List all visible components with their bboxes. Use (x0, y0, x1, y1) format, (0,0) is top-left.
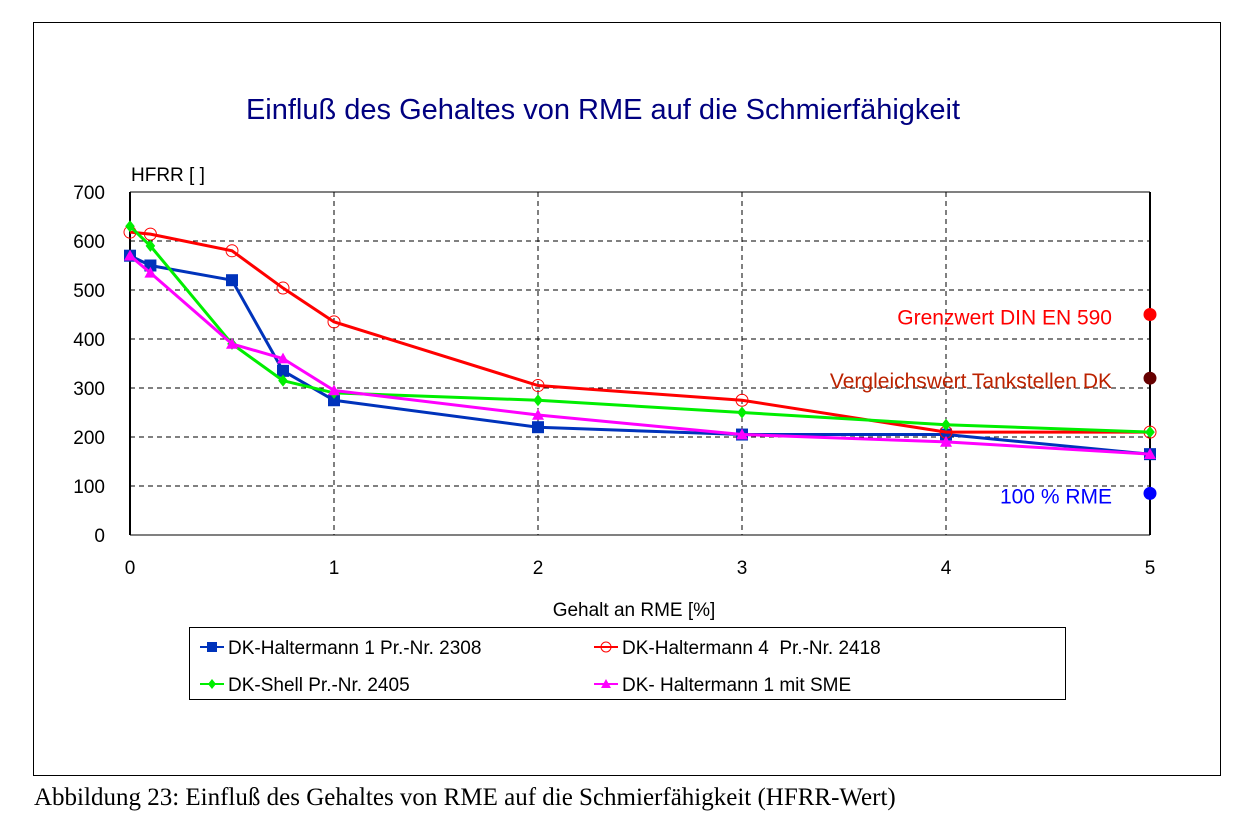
annotation-label: 100 % RME (1000, 485, 1112, 508)
x-tick-label: 1 (329, 558, 340, 579)
marker-triangle (144, 266, 157, 278)
legend-label: DK- Haltermann 1 mit SME (622, 675, 851, 696)
marker-triangle (226, 337, 238, 349)
series-group (123, 220, 1157, 461)
marker-circle (735, 393, 749, 407)
marker-circle (531, 379, 545, 393)
tick-labels: 0 100 200 300 400 500 600 700 0 1 2 3 4 5 (73, 183, 1155, 579)
x-tick-label: 3 (737, 558, 748, 579)
annotation-label: Vergleichswert Tankstellen DK (830, 370, 1112, 393)
marker-diamond (125, 220, 135, 233)
reference-point (1143, 486, 1157, 500)
marker-triangle (601, 679, 611, 688)
marker-square (328, 394, 340, 407)
marker-circle (276, 281, 290, 295)
marker-square (207, 642, 217, 652)
marker-circle (225, 244, 239, 258)
marker-triangle (328, 384, 340, 396)
marker-square (226, 274, 238, 287)
series-3 (124, 249, 1156, 459)
reference-point (1143, 371, 1157, 385)
x-tick-label: 0 (125, 558, 136, 579)
marker-square (532, 421, 544, 434)
legend-label: DK-Shell Pr.-Nr. 2405 (228, 675, 410, 696)
legend-item: DK- Haltermann 1 mit SME (594, 675, 851, 696)
marker-diamond (737, 406, 747, 419)
y-tick-label: 700 (73, 183, 105, 204)
annotation-label: Grenzwert DIN EN 590 (897, 307, 1112, 330)
legend-item: DK-Haltermann 1 Pr.-Nr. 2308 (200, 638, 481, 659)
marker-circle (327, 315, 341, 329)
x-tick-label: 5 (1145, 558, 1156, 579)
marker-triangle (277, 352, 289, 364)
legend-label: DK-Haltermann 4 Pr.-Nr. 2418 (622, 638, 881, 659)
legend-item: DK-Shell Pr.-Nr. 2405 (200, 675, 410, 696)
marker-diamond (208, 679, 216, 689)
y-tick-label: 500 (73, 281, 105, 302)
marker-triangle (532, 408, 544, 420)
chart-title: Einfluß des Gehaltes von RME auf die Sch… (246, 94, 960, 126)
y-axis-label: HFRR [ ] (131, 165, 205, 186)
y-tick-label: 400 (73, 330, 105, 351)
grid (129, 191, 1151, 536)
marker-diamond (533, 394, 543, 407)
y-tick-label: 200 (73, 428, 105, 449)
y-tick-label: 600 (73, 232, 105, 253)
figure-caption: Abbildung 23: Einfluß des Gehaltes von R… (34, 784, 896, 811)
marker-diamond (941, 418, 951, 431)
legend-box (189, 627, 1066, 700)
marker-diamond (278, 374, 288, 387)
marker-square (277, 364, 289, 377)
x-axis-label: Gehalt an RME [%] (553, 600, 716, 621)
x-tick-label: 2 (533, 558, 544, 579)
legend-item: DK-Haltermann 4 Pr.-Nr. 2418 (594, 638, 881, 659)
marker-diamond (1145, 426, 1155, 439)
y-tick-label: 0 (94, 526, 105, 547)
legend: DK-Haltermann 1 Pr.-Nr. 2308 DK-Halterman… (189, 627, 1066, 700)
marker-diamond (145, 239, 156, 252)
reference-point (1143, 308, 1157, 321)
x-tick-label: 4 (941, 558, 952, 579)
annotations: Grenzwert DIN EN 590 Vergleichswert Tanks… (830, 307, 1157, 508)
marker-circle (600, 641, 612, 653)
marker-triangle (1144, 448, 1156, 459)
marker-triangle (736, 428, 748, 440)
marker-triangle (940, 435, 952, 447)
y-tick-label: 300 (73, 379, 105, 400)
y-tick-label: 100 (73, 477, 105, 498)
legend-label: DK-Haltermann 1 Pr.-Nr. 2308 (228, 638, 481, 659)
marker-triangle (124, 249, 136, 261)
